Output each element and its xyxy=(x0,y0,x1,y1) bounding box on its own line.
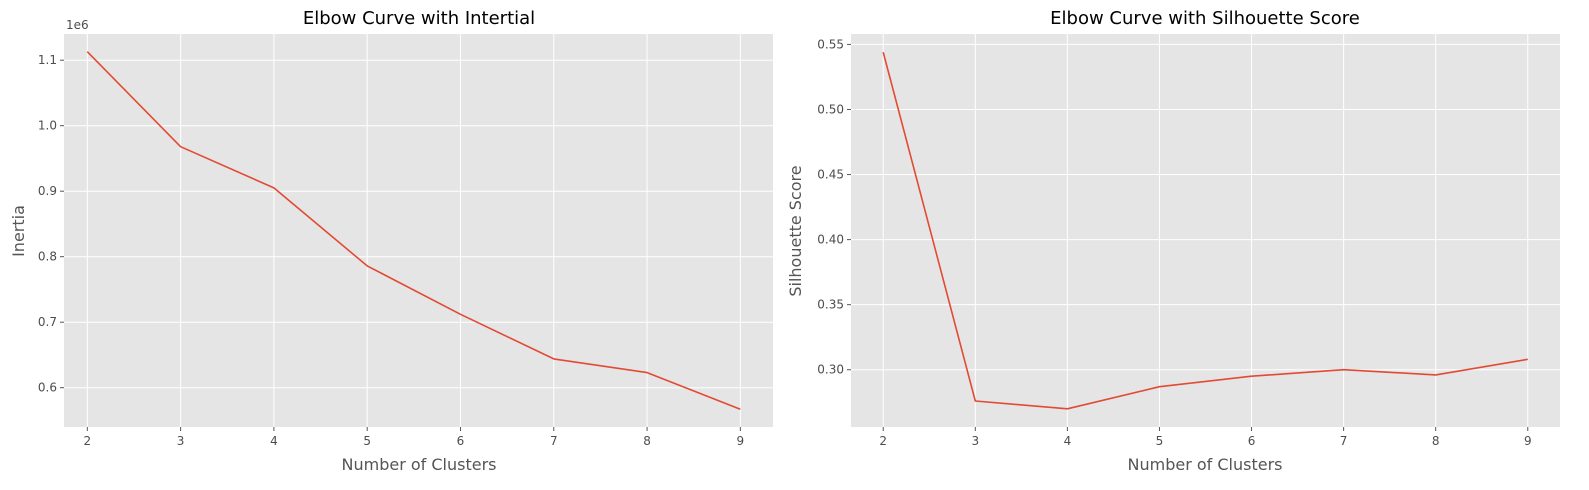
inertia-x-tick-label: 9 xyxy=(737,434,745,448)
silhouette-x-tick-label: 9 xyxy=(1524,434,1532,448)
inertia-x-tick-label: 7 xyxy=(550,434,558,448)
inertia-y-tick-label: 0.8 xyxy=(38,250,57,264)
inertia-x-tick-label: 5 xyxy=(363,434,371,448)
silhouette-y-tick-label: 0.35 xyxy=(817,298,844,312)
inertia-x-tick-label: 6 xyxy=(457,434,465,448)
silhouette-ticks: 2 3 4 5 6 7 8 9 0.30 0.35 0.40 0.45 0.50 0.55 xyxy=(817,37,1531,448)
inertia-ticks: 2 3 4 5 6 7 8 9 0.6 0.7 0.8 0.9 1.0 1.1 xyxy=(38,53,744,448)
inertia-y-tick-label: 0.7 xyxy=(38,315,57,329)
silhouette-y-tick-label: 0.40 xyxy=(817,233,844,247)
silhouette-x-tick-label: 2 xyxy=(879,434,887,448)
silhouette-y-tick-label: 0.45 xyxy=(817,168,844,182)
inertia-x-tick-label: 2 xyxy=(84,434,92,448)
silhouette-x-tick-label: 3 xyxy=(971,434,979,448)
inertia-grid xyxy=(64,34,773,427)
inertia-y-tick-label: 0.9 xyxy=(38,184,57,198)
inertia-y-tick-label: 0.6 xyxy=(38,381,57,395)
silhouette-y-tick-label: 0.55 xyxy=(817,37,844,51)
inertia-chart-title: Elbow Curve with Intertial xyxy=(303,8,535,29)
silhouette-x-tick-label: 4 xyxy=(1064,434,1072,448)
silhouette-y-axis-label: Silhouette Score xyxy=(786,165,805,296)
inertia-plot-area xyxy=(64,34,773,427)
silhouette-x-tick-label: 8 xyxy=(1432,434,1440,448)
inertia-y-tick-label: 1.0 xyxy=(38,119,57,133)
silhouette-grid xyxy=(851,34,1560,427)
silhouette-chart: 2 3 4 5 6 7 8 9 0.30 0.35 0.40 0.45 0.50 0.55 Elbow C… xyxy=(786,8,1560,474)
silhouette-x-axis-label: Number of Clusters xyxy=(1128,455,1283,474)
inertia-x-tick-label: 3 xyxy=(177,434,185,448)
silhouette-y-tick-label: 0.30 xyxy=(817,363,844,377)
inertia-x-axis-label: Number of Clusters xyxy=(342,455,497,474)
inertia-chart: 2 3 4 5 6 7 8 9 0.6 0.7 0.8 0.9 1.0 1.1 1e6 Elbow Cur… xyxy=(9,8,773,474)
silhouette-y-tick-label: 0.50 xyxy=(817,102,844,116)
inertia-y-axis-label: Inertia xyxy=(9,205,28,257)
silhouette-x-tick-label: 6 xyxy=(1248,434,1256,448)
inertia-series-line xyxy=(86,51,741,411)
silhouette-x-tick-label: 5 xyxy=(1156,434,1164,448)
silhouette-series-line xyxy=(882,51,1528,410)
silhouette-x-tick-label: 7 xyxy=(1340,434,1348,448)
inertia-x-tick-label: 8 xyxy=(643,434,651,448)
inertia-offset-label: 1e6 xyxy=(66,18,89,32)
inertia-y-tick-label: 1.1 xyxy=(38,53,57,67)
silhouette-chart-title: Elbow Curve with Silhouette Score xyxy=(1050,8,1360,29)
inertia-x-tick-label: 4 xyxy=(270,434,278,448)
silhouette-marks xyxy=(882,51,1528,410)
inertia-marks xyxy=(86,51,741,411)
silhouette-plot-area xyxy=(851,34,1560,427)
